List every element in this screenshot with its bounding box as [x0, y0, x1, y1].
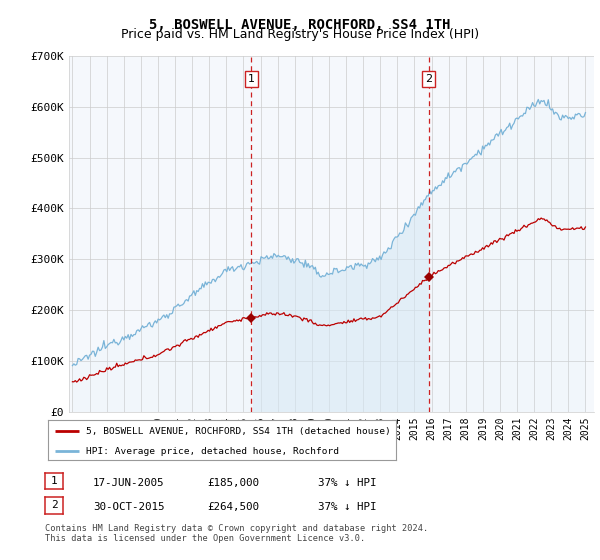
Text: Contains HM Land Registry data © Crown copyright and database right 2024.
This d: Contains HM Land Registry data © Crown c… — [45, 524, 428, 543]
Text: 1: 1 — [50, 476, 58, 486]
Text: 2: 2 — [50, 500, 58, 510]
Text: 5, BOSWELL AVENUE, ROCHFORD, SS4 1TH: 5, BOSWELL AVENUE, ROCHFORD, SS4 1TH — [149, 18, 451, 32]
Text: Price paid vs. HM Land Registry's House Price Index (HPI): Price paid vs. HM Land Registry's House … — [121, 28, 479, 41]
Text: 1: 1 — [248, 74, 255, 84]
Text: 37% ↓ HPI: 37% ↓ HPI — [318, 478, 377, 488]
Text: £185,000: £185,000 — [207, 478, 259, 488]
Text: 5, BOSWELL AVENUE, ROCHFORD, SS4 1TH (detached house): 5, BOSWELL AVENUE, ROCHFORD, SS4 1TH (de… — [86, 427, 391, 436]
Text: 17-JUN-2005: 17-JUN-2005 — [93, 478, 164, 488]
Text: 2: 2 — [425, 74, 432, 84]
Text: 30-OCT-2015: 30-OCT-2015 — [93, 502, 164, 512]
Text: 37% ↓ HPI: 37% ↓ HPI — [318, 502, 377, 512]
Text: £264,500: £264,500 — [207, 502, 259, 512]
Text: HPI: Average price, detached house, Rochford: HPI: Average price, detached house, Roch… — [86, 447, 339, 456]
